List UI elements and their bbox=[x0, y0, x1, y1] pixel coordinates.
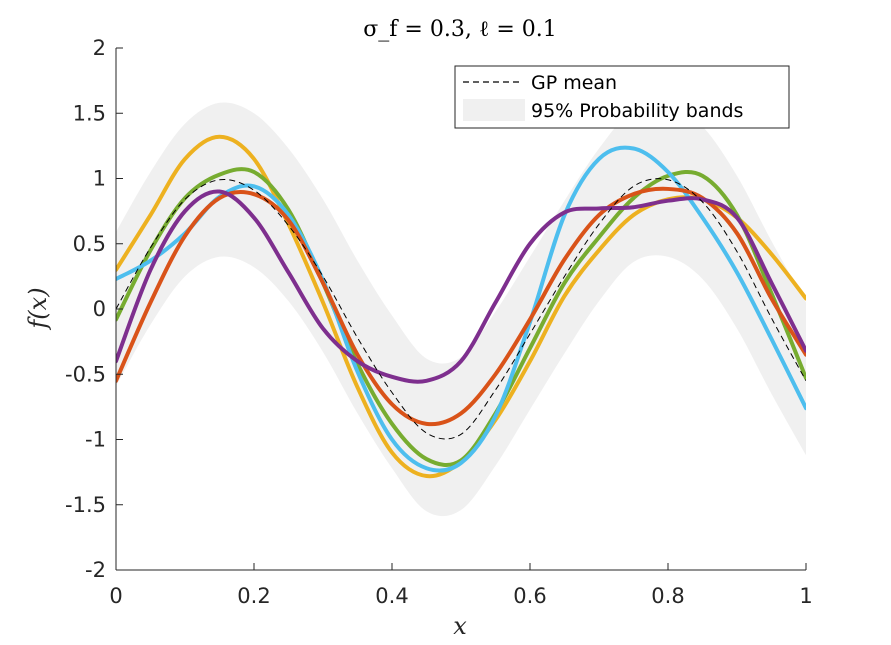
y-tick-label: 1 bbox=[93, 167, 106, 191]
x-tick-label: 0.8 bbox=[651, 584, 684, 608]
legend: GP mean 95% Probability bands bbox=[454, 65, 790, 129]
y-tick-label: 2 bbox=[93, 36, 106, 60]
x-tick-label: 0 bbox=[109, 584, 122, 608]
y-tick-label: -1 bbox=[85, 428, 106, 452]
y-tick-label: 1.5 bbox=[73, 101, 106, 125]
x-tick-label: 1 bbox=[799, 584, 812, 608]
x-tick-label: 0.6 bbox=[513, 584, 546, 608]
sample-line-2 bbox=[116, 167, 806, 467]
x-axis-label: x bbox=[453, 612, 467, 640]
sample-line-5 bbox=[116, 189, 806, 384]
sample-line-3 bbox=[116, 145, 806, 473]
y-axis-label: f(x) bbox=[24, 287, 52, 330]
gp-mean-line bbox=[116, 178, 806, 440]
x-tick-label: 0.4 bbox=[375, 584, 408, 608]
plot-content bbox=[116, 101, 806, 517]
legend-band-swatch bbox=[463, 99, 525, 121]
legend-mean-label: GP mean bbox=[531, 72, 617, 94]
chart-title: σ_f = 0.3, ℓ = 0.1 bbox=[363, 17, 557, 42]
plot-area bbox=[116, 101, 806, 517]
y-tick-label: 0 bbox=[93, 297, 106, 321]
x-tick-label: 0.2 bbox=[237, 584, 270, 608]
y-tick-label: -0.5 bbox=[65, 362, 106, 386]
probability-band bbox=[116, 101, 806, 517]
y-tick-label: 0.5 bbox=[73, 232, 106, 256]
axes: 0 0.2 0.4 0.6 0.8 1 2 1.5 1 0.5 0 -0.5 -1 -1.5 -2 bbox=[65, 36, 813, 608]
y-tick-label: -2 bbox=[85, 558, 106, 582]
y-tick-label: -1.5 bbox=[65, 493, 106, 517]
legend-band-label: 95% Probability bands bbox=[531, 100, 743, 122]
